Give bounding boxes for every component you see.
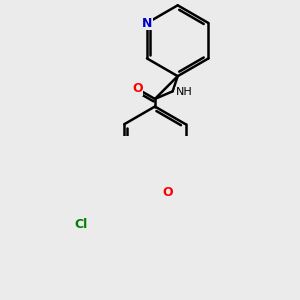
Text: O: O: [162, 186, 173, 199]
Text: O: O: [132, 82, 142, 95]
Text: N: N: [142, 16, 152, 29]
Text: NH: NH: [176, 87, 193, 97]
Text: Cl: Cl: [74, 218, 88, 231]
